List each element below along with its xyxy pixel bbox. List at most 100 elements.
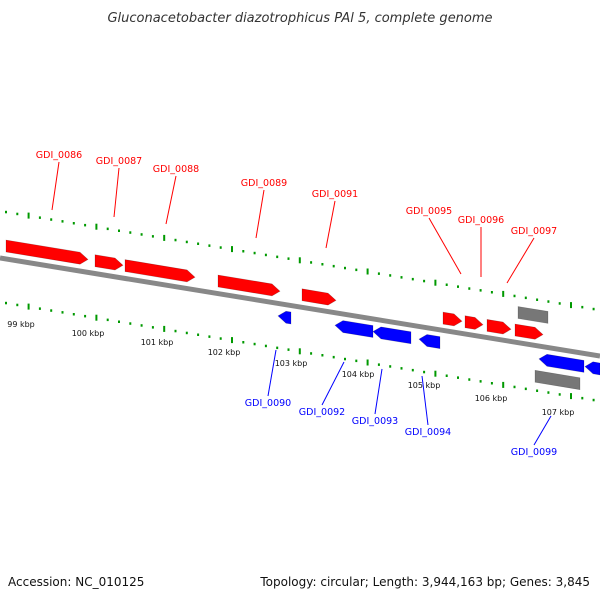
leader-line	[165, 175, 177, 225]
inner-dot	[479, 380, 482, 383]
inner-dot	[536, 389, 539, 392]
leader-line	[113, 167, 120, 218]
outer-dot	[377, 272, 380, 275]
gene-label[interactable]: GDI_0090	[245, 398, 291, 409]
outer-dot	[84, 223, 87, 227]
kbp-tick-label: 105 kbp	[408, 381, 441, 390]
forward-gene-arrow[interactable]	[442, 311, 463, 327]
outer-dot	[208, 244, 211, 247]
gene-label[interactable]: GDI_0099	[511, 447, 557, 458]
outer-dot	[50, 218, 53, 221]
inner-dot	[457, 376, 459, 379]
outer-dot	[547, 300, 550, 303]
inner-dot	[344, 357, 346, 361]
inner-dot	[38, 307, 41, 310]
outer-dot	[219, 246, 222, 249]
inner-dot	[287, 348, 290, 351]
gene-label[interactable]: GDI_0087	[96, 156, 142, 167]
gene-label[interactable]: GDI_0093	[352, 416, 398, 427]
inner-dot	[513, 385, 516, 389]
inner-dot	[174, 329, 177, 333]
kbp-tick-label: 101 kbp	[141, 338, 174, 347]
forward-gene-arrow[interactable]	[464, 315, 484, 330]
outer-dot	[502, 290, 505, 297]
outer-dot	[151, 235, 154, 238]
forward-gene-arrow[interactable]	[124, 259, 196, 283]
inner-dot	[423, 370, 426, 374]
outer-dot	[197, 242, 200, 245]
outer-dot	[344, 266, 346, 270]
outer-dot	[468, 287, 471, 290]
inner-dot	[253, 342, 256, 346]
gene-features	[5, 239, 600, 391]
gene-label[interactable]: GDI_0091	[312, 189, 358, 200]
inner-dot	[547, 391, 550, 394]
inner-dot	[355, 359, 358, 363]
gene-label[interactable]: GDI_0097	[511, 226, 557, 237]
outer-dot	[389, 274, 392, 277]
outer-dot	[423, 279, 426, 283]
inner-dot	[231, 337, 233, 344]
reverse-gene-arrow[interactable]	[372, 326, 412, 345]
inner-dot	[298, 348, 301, 355]
outer-dot	[592, 307, 595, 311]
reverse-gene-arrow[interactable]	[277, 310, 292, 325]
gene-label[interactable]: GDI_0088	[153, 164, 199, 175]
inner-dot	[377, 363, 380, 366]
outer-dot	[298, 257, 301, 264]
gene-label[interactable]: GDI_0096	[458, 215, 504, 226]
other-gene-arrow[interactable]	[534, 369, 581, 391]
outer-dot	[253, 251, 256, 255]
other-gene-arrow[interactable]	[517, 306, 549, 324]
outer-dot	[321, 263, 324, 266]
outer-dot	[434, 279, 437, 286]
outer-dot	[231, 246, 233, 253]
outer-dot	[16, 212, 19, 216]
forward-gene-arrow[interactable]	[5, 239, 89, 265]
outer-dot	[445, 283, 448, 286]
reverse-gene-arrow[interactable]	[538, 353, 585, 373]
inner-dot	[61, 311, 64, 314]
outer-dot	[366, 268, 369, 275]
inner-dot	[332, 355, 335, 359]
outer-dot	[5, 210, 7, 214]
accession-text: Accession: NC_010125	[8, 575, 144, 589]
gene-label[interactable]: GDI_0095	[406, 206, 452, 217]
forward-gene-arrow[interactable]	[217, 274, 281, 297]
inner-dot-track	[5, 301, 595, 402]
outer-dot	[411, 277, 414, 281]
forward-gene-arrow[interactable]	[486, 319, 512, 335]
inner-dot	[524, 387, 527, 391]
leader-line	[421, 375, 429, 426]
reverse-gene-arrow[interactable]	[418, 334, 441, 349]
inner-dot	[502, 381, 505, 388]
outer-dot	[140, 233, 143, 236]
forward-gene-arrow[interactable]	[301, 288, 337, 306]
reverse-gene-arrow[interactable]	[334, 320, 374, 338]
kbp-tick-label: 102 kbp	[208, 348, 241, 357]
gene-label[interactable]: GDI_0092	[299, 407, 345, 418]
inner-dot	[5, 301, 7, 305]
gene-label[interactable]: GDI_0086	[36, 150, 82, 161]
inner-dot	[208, 335, 211, 338]
inner-dot	[163, 325, 166, 332]
outer-dot	[558, 302, 561, 305]
genome-title: Gluconacetobacter diazotrophicus PAl 5, …	[107, 11, 492, 26]
gene-label[interactable]: GDI_0089	[241, 178, 287, 189]
kbp-tick-label: 107 kbp	[542, 408, 575, 417]
outer-dot	[163, 234, 166, 241]
outer-dot	[400, 276, 403, 279]
outer-dot	[242, 250, 245, 253]
outer-dot	[513, 294, 516, 298]
inner-dot	[264, 344, 267, 348]
reverse-gene-arrow[interactable]	[584, 361, 600, 376]
outer-dot	[310, 261, 313, 264]
inner-dot	[242, 341, 245, 344]
outer-dot	[536, 298, 539, 301]
leader-line	[51, 161, 60, 211]
gene-label[interactable]: GDI_0094	[405, 427, 451, 438]
forward-gene-arrow[interactable]	[94, 254, 124, 271]
forward-gene-arrow[interactable]	[514, 323, 544, 340]
outer-dot	[332, 264, 335, 268]
kbp-tick-label: 104 kbp	[342, 370, 375, 379]
